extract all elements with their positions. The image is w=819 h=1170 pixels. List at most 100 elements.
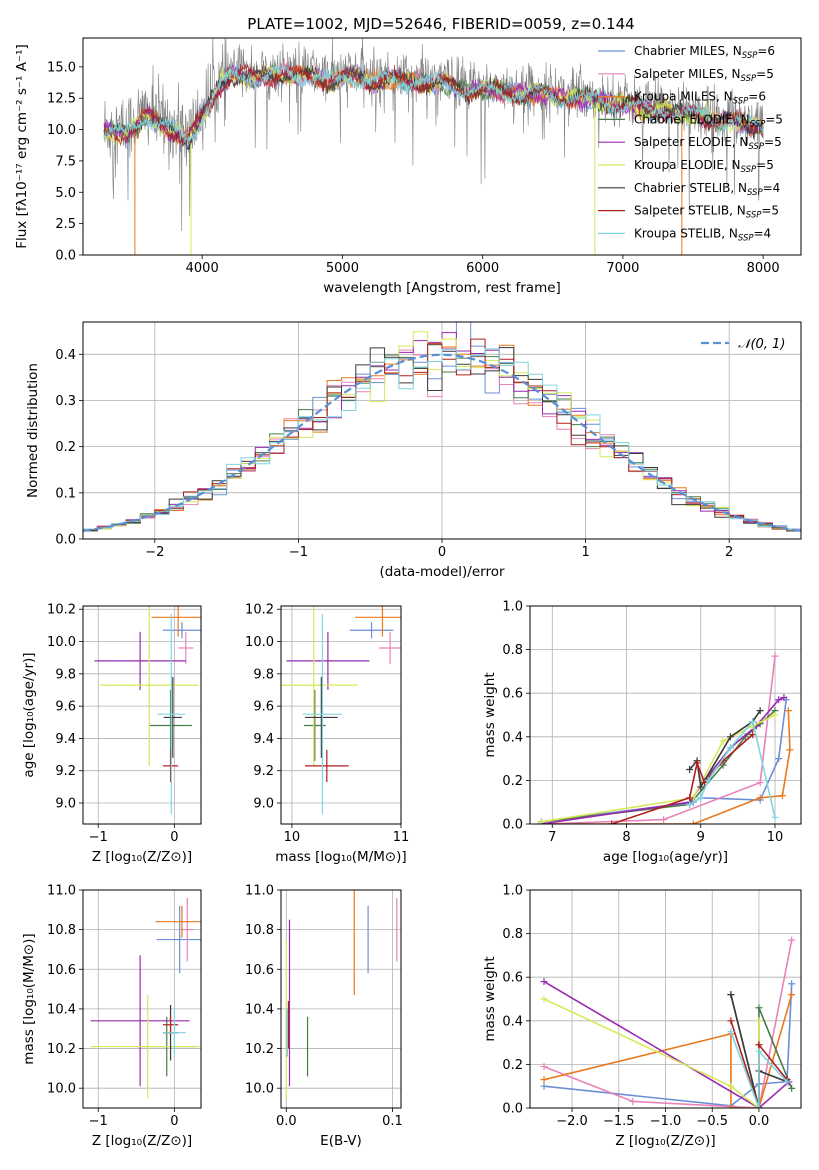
- weight-marker: [537, 818, 545, 824]
- weight-marker: [726, 744, 734, 752]
- y-tick-label: 9.6: [55, 700, 76, 715]
- weight-marker: [756, 779, 764, 787]
- errorbar-point: [155, 905, 201, 938]
- x-tick-label: 4000: [186, 261, 219, 276]
- x-tick-label: 8: [622, 830, 630, 845]
- legend-entry: Kroupa ELODIE, NSSP=5: [634, 158, 774, 175]
- x-tick-label: 7000: [606, 261, 639, 276]
- x-tick-label: −1: [89, 1114, 108, 1129]
- y-tick-label: 11.0: [47, 884, 76, 899]
- x-axis-label: Z [log₁₀(Z/Z⊙)]: [615, 1133, 715, 1149]
- weight-line: [688, 710, 761, 790]
- x-tick-label: 11: [393, 830, 410, 845]
- errorbar-point: [286, 631, 370, 690]
- y-tick-label: 0.6: [502, 971, 523, 986]
- y-tick-label: 10.0: [47, 123, 76, 138]
- y-tick-label: 9.4: [55, 732, 76, 747]
- x-axis-label: mass [log₁₀(M/M⊙)]: [275, 849, 406, 865]
- weight-marker: [727, 1082, 735, 1090]
- y-tick-label: 9.8: [55, 667, 76, 682]
- x-tick-label: 2: [725, 545, 733, 560]
- axes-frame: [82, 889, 202, 1109]
- x-tick-label: 5000: [326, 261, 359, 276]
- weight-marker: [788, 991, 796, 999]
- x-tick-label: −1: [89, 830, 108, 845]
- weight-line: [730, 1031, 788, 1108]
- x-tick-label: 0: [438, 545, 446, 560]
- weight-marker: [608, 820, 616, 824]
- weight-vs-metallicity-panel: −2.0 −1.5 −1.0 −0.5 0.0 0.0 0.2 0.4 0.6 0.8 1.0 Z […: [482, 884, 802, 1149]
- plot-area: [285, 890, 398, 1099]
- x-tick-label: −2.0: [556, 1114, 588, 1129]
- weight-marker: [689, 820, 697, 824]
- y-tick-label: 10.0: [47, 1082, 76, 1097]
- legend-entry: Chabrier MILES, NSSP=6: [634, 44, 775, 61]
- x-tick-label: −1.0: [650, 1114, 682, 1129]
- errorbar-point: [162, 622, 201, 639]
- y-tick-label: 10.0: [245, 1082, 274, 1097]
- weight-marker: [540, 1076, 548, 1084]
- axes-frame: [280, 605, 402, 825]
- weight-marker: [686, 766, 694, 773]
- spectrum-legend: Chabrier MILES, NSSP=6 Salpeter MILES, NS…: [598, 44, 783, 243]
- legend-entry: Salpeter STELIB, NSSP=5: [634, 204, 779, 221]
- y-tick-label: 9.0: [55, 797, 76, 812]
- errorbar-point: [162, 1008, 186, 1057]
- y-tick-label: 7.5: [55, 154, 76, 169]
- errorbar-point: [90, 995, 201, 1099]
- legend-entry: Kroupa MILES, NSSP=6: [634, 90, 766, 107]
- legend-entry: Kroupa STELIB, NSSP=4: [634, 226, 771, 243]
- errorbar-point: [149, 689, 192, 762]
- weight-marker: [540, 1063, 548, 1071]
- weight-marker: [540, 1082, 548, 1090]
- y-axis-label: age [log₁₀(age/yr)]: [21, 652, 37, 777]
- errorbar-point: [163, 677, 182, 758]
- axes-frame: [280, 889, 402, 1109]
- legend-entry: Chabrier ELODIE, NSSP=5: [634, 112, 783, 129]
- y-tick-label: 10.4: [245, 1002, 274, 1017]
- errorbar-point: [281, 606, 358, 766]
- y-tick-label: 9.8: [253, 667, 274, 682]
- y-tick-label: 10.0: [245, 635, 274, 650]
- y-axis-label: mass weight: [482, 672, 498, 757]
- x-tick-label: 1: [581, 545, 589, 560]
- weight-marker: [756, 794, 764, 802]
- errorbar-point: [181, 897, 194, 962]
- age-vs-metallicity-panel: −1 0 9.0 9.2 9.4 9.6 9.8 10.0 10.2 Z [log₁₀(Z/Z⊙)…: [21, 603, 202, 865]
- y-tick-label: 0.4: [502, 1014, 523, 1029]
- weight-line: [540, 699, 787, 823]
- y-tick-label: 0.2: [502, 774, 523, 789]
- weight-marker: [686, 794, 694, 802]
- plot-area: [537, 652, 794, 824]
- y-tick-label: 0.0: [502, 1102, 523, 1117]
- figure-title: PLATE=1002, MJD=52646, FIBERID=0059, z=0…: [247, 15, 634, 33]
- weight-line: [689, 719, 776, 818]
- y-tick-label: 0.3: [55, 394, 76, 409]
- weight-marker: [629, 1097, 637, 1105]
- legend-entry: Salpeter ELODIE, NSSP=5: [634, 135, 782, 152]
- plot-area: [103, 38, 764, 255]
- y-tick-label: 9.2: [55, 764, 76, 779]
- x-tick-label: −1: [289, 545, 308, 560]
- x-tick-label: 0.0: [749, 1114, 770, 1129]
- errorbar-point: [178, 631, 194, 665]
- x-tick-label: −1.5: [603, 1114, 635, 1129]
- y-tick-label: 10.2: [47, 603, 76, 618]
- x-axis-label: (data-model)/error: [379, 564, 505, 580]
- weight-marker: [755, 1041, 763, 1049]
- x-axis-label: wavelength [Angstrom, rest frame]: [323, 280, 561, 296]
- x-tick-label: 0.1: [382, 1114, 403, 1129]
- y-tick-label: 10.6: [47, 963, 76, 978]
- age-vs-mass-panel: 10 11 9.0 9.2 9.4 9.6 9.8 10.0 10.2 mass [log₁₀(M…: [245, 603, 410, 865]
- x-axis-label: age [log₁₀(age/yr)]: [603, 849, 728, 865]
- weight-marker: [755, 1047, 763, 1055]
- y-tick-label: 0.8: [502, 643, 523, 658]
- y-tick-label: 2.5: [55, 217, 76, 232]
- y-tick-label: 10.8: [245, 923, 274, 938]
- weight-marker: [755, 1017, 763, 1025]
- weight-marker: [727, 1104, 735, 1108]
- axes-frame: [529, 889, 802, 1109]
- y-tick-label: 5.0: [55, 186, 76, 201]
- errorbar-point: [99, 606, 199, 766]
